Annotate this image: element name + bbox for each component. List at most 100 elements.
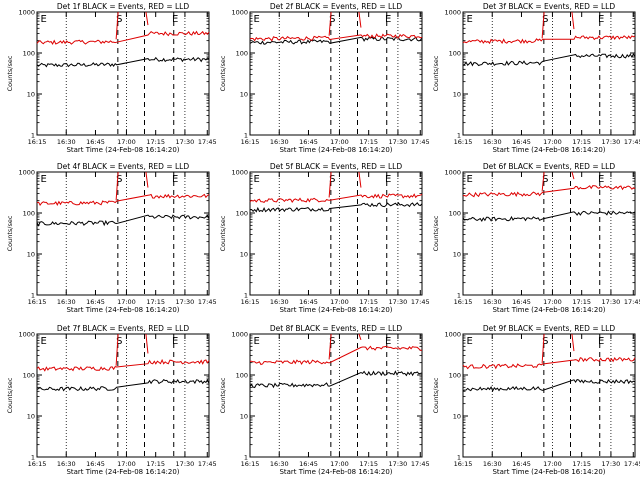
x-tick-label: 17:00 — [543, 138, 562, 146]
events-series-line — [249, 370, 423, 389]
x-tick-label: 17:45 — [624, 138, 640, 146]
marker-label: S — [329, 336, 335, 347]
x-tick-label: 16:45 — [299, 138, 318, 146]
x-axis-label: Start Time (24-Feb-08 16:14:20) — [279, 146, 392, 154]
y-tick-label: 1000 — [444, 169, 461, 177]
lld-spike — [541, 171, 575, 192]
plot-frame — [36, 333, 210, 458]
x-tick-label: 16:30 — [483, 138, 502, 146]
x-tick-label: 17:00 — [330, 460, 349, 468]
x-tick-label: 17:45 — [411, 138, 430, 146]
x-tick-label: 16:15 — [241, 138, 260, 146]
x-tick-label: 17:00 — [330, 298, 349, 306]
marker-label: E — [253, 174, 259, 185]
y-tick-label: 1000 — [231, 9, 248, 17]
marker-label: E — [172, 14, 178, 25]
marker-label: E — [598, 336, 604, 347]
x-tick-label: 17:15 — [359, 460, 378, 468]
y-tick-label: 10 — [453, 91, 461, 99]
y-tick-label: 1 — [457, 292, 461, 300]
x-axis-label: Start Time (24-Feb-08 16:14:20) — [492, 146, 605, 154]
x-tick-label: 16:30 — [270, 138, 289, 146]
y-tick-label: 1000 — [18, 169, 35, 177]
x-tick-label: 17:45 — [411, 460, 430, 468]
events-series-line — [36, 56, 210, 68]
events-series-line — [462, 378, 636, 393]
y-tick-label: 10 — [27, 413, 35, 421]
x-tick-label: 16:15 — [241, 298, 260, 306]
chart-title: Det 9f BLACK = Events, RED = LLD — [483, 324, 616, 333]
y-axis-label: Counts/sec — [219, 55, 227, 91]
lld-spike — [328, 11, 362, 36]
marker-label: E — [172, 336, 178, 347]
x-tick-label: 16:45 — [512, 138, 531, 146]
events-series-line — [462, 210, 636, 222]
x-tick-label: 16:30 — [57, 138, 76, 146]
marker-label: S — [542, 14, 548, 25]
chart-title: Det 7f BLACK = Events, RED = LLD — [57, 324, 190, 333]
y-tick-label: 1000 — [444, 9, 461, 17]
x-tick-label: 17:00 — [117, 460, 136, 468]
x-tick-label: 17:15 — [572, 460, 591, 468]
y-tick-label: 100 — [236, 210, 248, 218]
y-tick-label: 1 — [31, 292, 35, 300]
chart-title: Det 3f BLACK = Events, RED = LLD — [483, 2, 616, 11]
detector-chart-7: Det 7f BLACK = Events, RED = LLD 1 10 100 10… — [6, 324, 217, 476]
marker-label: S — [329, 174, 335, 185]
x-axis-label: Start Time (24-Feb-08 16:14:20) — [492, 468, 605, 476]
x-tick-label: 17:00 — [330, 138, 349, 146]
lld-series-line — [249, 193, 423, 204]
x-tick-label: 16:30 — [57, 460, 76, 468]
y-tick-label: 1 — [457, 454, 461, 462]
x-tick-label: 17:00 — [117, 298, 136, 306]
y-axis-label: Counts/sec — [219, 377, 227, 413]
x-tick-label: 16:45 — [86, 460, 105, 468]
lld-series-line — [462, 357, 636, 370]
x-tick-label: 17:30 — [602, 298, 621, 306]
x-tick-label: 17:30 — [176, 460, 195, 468]
y-tick-label: 100 — [449, 210, 461, 218]
marker-label: S — [329, 14, 335, 25]
y-tick-label: 10 — [27, 251, 35, 259]
x-tick-label: 17:30 — [389, 460, 408, 468]
lld-spike — [328, 333, 362, 360]
y-tick-label: 1000 — [231, 331, 248, 339]
y-tick-label: 1000 — [231, 169, 248, 177]
x-tick-label: 16:45 — [299, 298, 318, 306]
marker-label: S — [116, 336, 122, 347]
x-tick-label: 17:00 — [117, 138, 136, 146]
y-axis-label: Counts/sec — [6, 377, 14, 413]
lld-series-line — [462, 35, 636, 45]
chart-title: Det 2f BLACK = Events, RED = LLD — [270, 2, 403, 11]
lld-series-line — [462, 185, 636, 198]
x-tick-label: 17:30 — [176, 138, 195, 146]
x-tick-label: 17:30 — [602, 138, 621, 146]
lld-spike — [541, 11, 575, 39]
marker-label: E — [172, 174, 178, 185]
plot-frame — [36, 11, 210, 136]
x-tick-label: 17:30 — [176, 298, 195, 306]
y-tick-label: 10 — [27, 91, 35, 99]
x-tick-label: 17:15 — [572, 138, 591, 146]
x-tick-label: 17:45 — [624, 460, 640, 468]
x-tick-label: 16:30 — [270, 460, 289, 468]
x-axis-label: Start Time (24-Feb-08 16:14:20) — [66, 306, 179, 314]
y-tick-label: 100 — [449, 372, 461, 380]
x-tick-label: 17:15 — [146, 298, 165, 306]
x-axis-label: Start Time (24-Feb-08 16:14:20) — [279, 468, 392, 476]
chart-title: Det 4f BLACK = Events, RED = LLD — [57, 162, 190, 171]
x-axis-label: Start Time (24-Feb-08 16:14:20) — [66, 468, 179, 476]
marker-label: S — [542, 174, 548, 185]
x-tick-label: 16:30 — [57, 298, 76, 306]
marker-label: E — [40, 336, 46, 347]
x-tick-label: 16:15 — [454, 298, 473, 306]
x-tick-label: 16:45 — [86, 298, 105, 306]
y-tick-label: 10 — [240, 413, 248, 421]
lld-series-line — [36, 358, 210, 372]
plot-frame — [462, 11, 636, 136]
x-tick-label: 17:00 — [543, 460, 562, 468]
plot-frame — [36, 171, 210, 296]
lld-spike — [541, 333, 575, 364]
marker-label: E — [466, 174, 472, 185]
